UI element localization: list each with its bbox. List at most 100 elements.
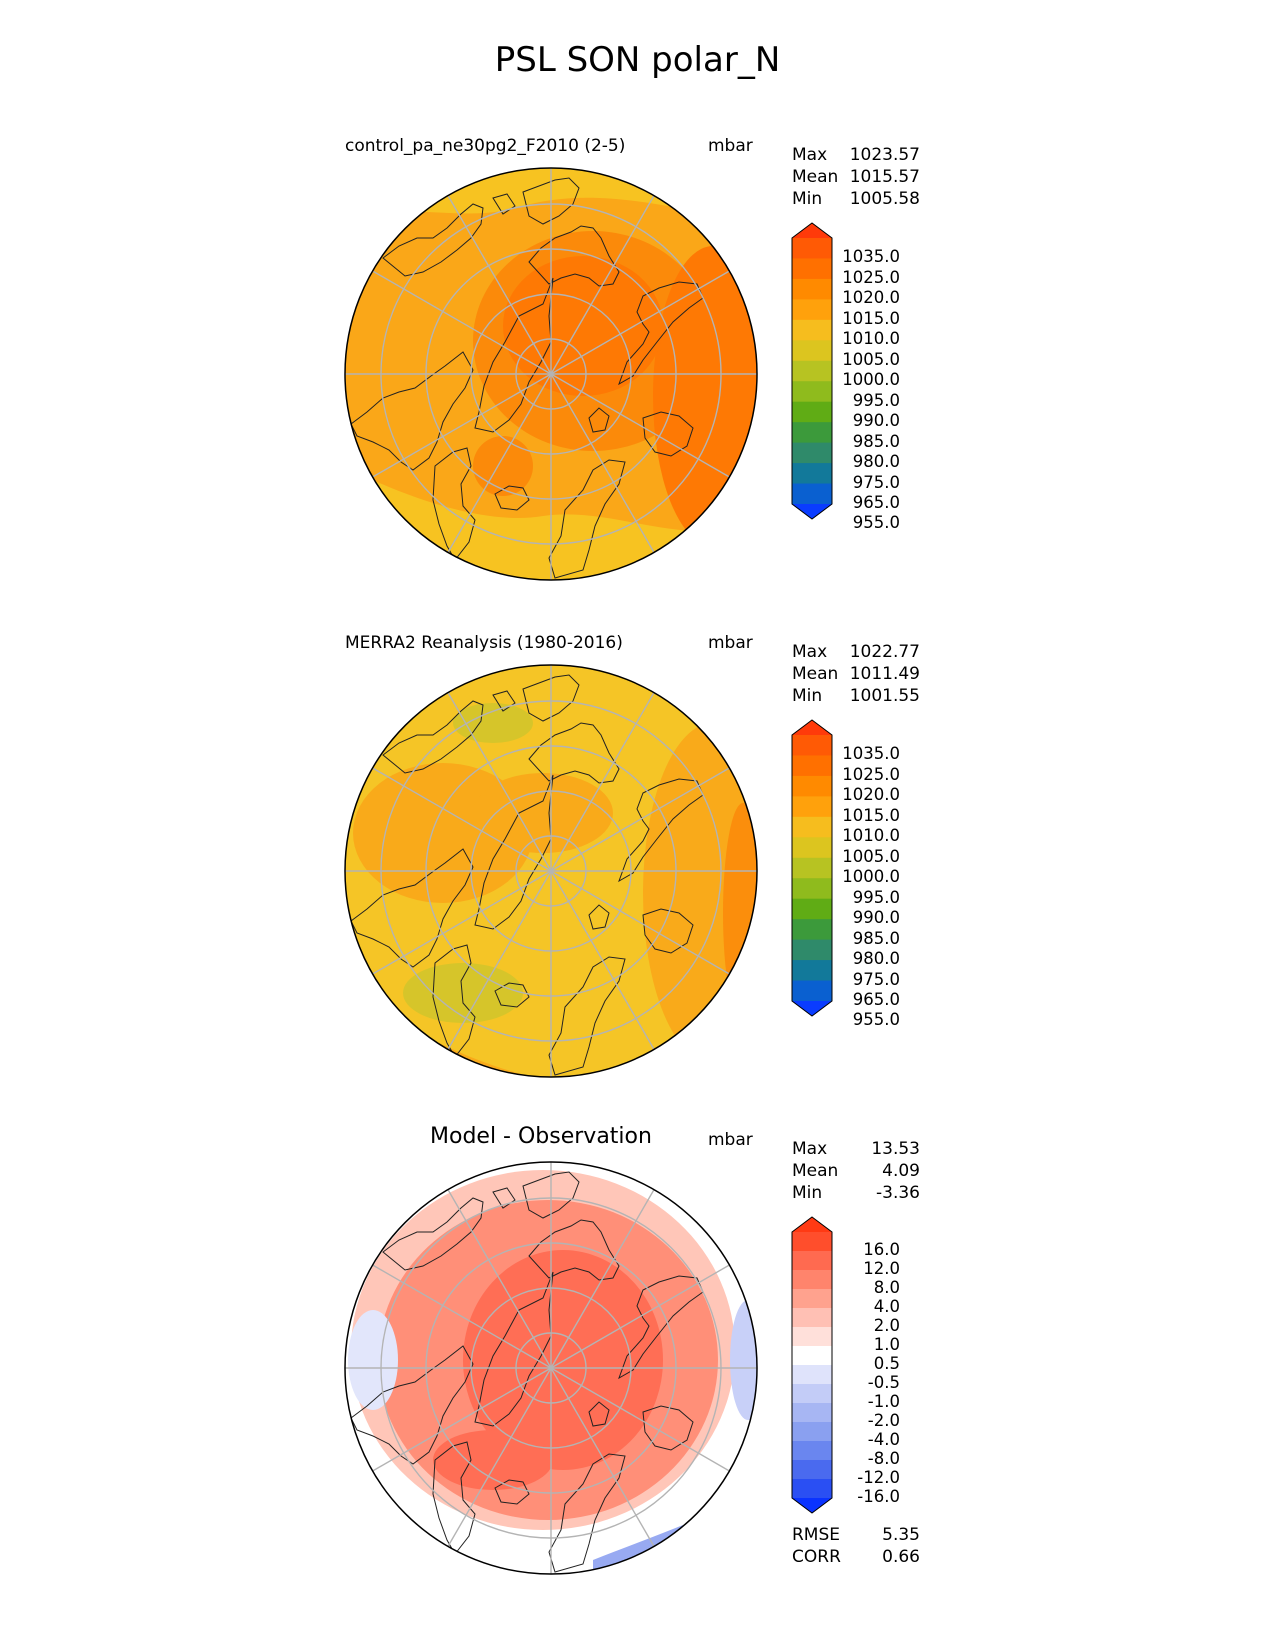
colorbar-tick-label: 16.0 [863, 1240, 900, 1259]
coastline [492, 193, 516, 215]
corr-label: CORR [792, 1547, 841, 1567]
polar-map [344, 1161, 758, 1575]
colorbar-swatch [792, 1479, 832, 1499]
colorbar-tick-label: 1015.0 [842, 805, 900, 825]
coastline [382, 700, 484, 774]
meridian-line [550, 1367, 730, 1472]
stats-block: Max 13.53 Mean 4.09 Min -3.36 [792, 1138, 920, 1204]
coastline [350, 848, 474, 968]
meridian-line [550, 870, 655, 1050]
colorbar-swatch [792, 319, 832, 341]
panel-reanalysis: MERRA2 Reanalysis (1980-2016) mbar Max 10… [0, 627, 1275, 1122]
coastline [350, 1345, 474, 1465]
colorbar-swatch [792, 360, 832, 382]
coastline [522, 1171, 580, 1219]
colorbar-tick-label: 965.0 [852, 990, 900, 1009]
coastline [588, 904, 610, 930]
colorbar-tick-label: 1010.0 [842, 329, 900, 349]
colorbar-swatch [792, 1365, 832, 1385]
meridian-line [550, 1264, 730, 1369]
colorbar-tick-label: -8.0 [867, 1449, 900, 1468]
coastline [548, 956, 626, 1076]
colorbar-swatch [792, 796, 832, 818]
map-field [345, 665, 757, 1077]
meridian-line [550, 373, 730, 478]
colorbar-swatch [792, 1251, 832, 1271]
max-value: 13.53 [871, 1139, 920, 1159]
colorbar-tick-label: 0.5 [873, 1354, 900, 1373]
field-region [503, 256, 663, 396]
colorbar-swatch [792, 1460, 832, 1480]
units-label: mbar [708, 1130, 753, 1150]
colorbar-outline [791, 719, 833, 1017]
colorbar-tick-label: 1025.0 [842, 267, 900, 287]
field-region [473, 773, 613, 853]
colorbar-tick-label: 1.0 [873, 1335, 900, 1354]
colorbar-swatch [792, 1422, 832, 1442]
colorbar-swatch [792, 919, 832, 941]
colorbar-labels: 1035.0 1025.0 1020.0 1015.0 1010.0 1005.0 1000… [830, 719, 900, 1029]
field-region [473, 436, 533, 496]
colorbar-tick-label: -2.0 [867, 1411, 900, 1430]
panel-title: control_pa_ne30pg2_F2010 (2-5) [345, 136, 626, 156]
coastline [382, 203, 484, 277]
colorbar-swatch [792, 1308, 832, 1328]
colorbar-outline [791, 1216, 833, 1514]
colorbar-tick-label: 990.0 [852, 908, 900, 928]
colorbar-swatch [792, 422, 832, 444]
rmse-value: 5.35 [882, 1525, 920, 1545]
coastline [618, 281, 704, 386]
colorbar-swatch [792, 878, 832, 900]
colorbar-swatch [792, 735, 832, 756]
colorbar-labels: 16.0 12.0 8.0 4.0 2.0 1.0 0.5 -0.5 -1.0 -2.0 -4.0-… [830, 1216, 900, 1514]
polar-map [344, 664, 758, 1078]
coastline [492, 690, 516, 712]
meridian-line [447, 692, 552, 872]
coastline [474, 1271, 554, 1427]
coastline [474, 774, 554, 930]
meridian-line [550, 1189, 655, 1369]
colorbar-tick-label: 4.0 [873, 1297, 900, 1316]
colorbar-swatch [792, 299, 832, 321]
meridian-line [372, 767, 552, 872]
colorbar-swatch [792, 278, 832, 300]
field-region [348, 1310, 398, 1410]
field-region [730, 1300, 757, 1420]
colorbar-swatch [792, 463, 832, 485]
meridian-line [447, 1367, 552, 1547]
coastline [432, 1441, 476, 1555]
colorbar-tick-label: 1035.0 [842, 744, 900, 764]
mean-label: Mean [792, 167, 839, 187]
mean-label: Mean [792, 1161, 839, 1181]
colorbar-tick-label: -1.0 [867, 1392, 900, 1411]
colorbar-tick-label: 980.0 [852, 452, 900, 472]
colorbar-swatch [792, 755, 832, 777]
colorbar-labels: 1035.0 1025.0 1020.0 1015.0 1010.0 1005.0 1000… [830, 222, 900, 532]
colorbar-tick-label: 1020.0 [842, 785, 900, 805]
colorbar-swatch [792, 483, 832, 505]
colorbar-swatch [792, 1270, 832, 1290]
colorbar-swatch [792, 1384, 832, 1404]
mean-value: 1015.57 [849, 167, 920, 187]
coastline [588, 407, 610, 433]
colorbar-swatch [792, 1441, 832, 1461]
meridian-line [447, 870, 552, 1050]
colorbar-extend-max [792, 720, 832, 735]
colorbar-tick-label: -12.0 [857, 1468, 900, 1487]
colorbar-swatch [792, 898, 832, 920]
coastline [642, 1405, 694, 1451]
colorbar-tick-label: 955.0 [852, 513, 900, 533]
field-region [403, 963, 523, 1023]
max-value: 1022.77 [849, 642, 920, 662]
units-label: mbar [708, 633, 753, 653]
colorbar-tick-label: 1000.0 [842, 370, 900, 390]
colorbar-tick-label: 1000.0 [842, 867, 900, 887]
colorbar-swatch [792, 960, 832, 982]
coastline [522, 674, 580, 722]
coastline [494, 485, 530, 511]
colorbar-swatch [792, 1327, 832, 1347]
colorbar-tick-label: 980.0 [852, 949, 900, 969]
stats-block: Max 1023.57 Mean 1015.57 Min 1005.58 [792, 144, 920, 210]
max-label: Max [792, 1139, 828, 1159]
coastline [548, 1453, 626, 1573]
